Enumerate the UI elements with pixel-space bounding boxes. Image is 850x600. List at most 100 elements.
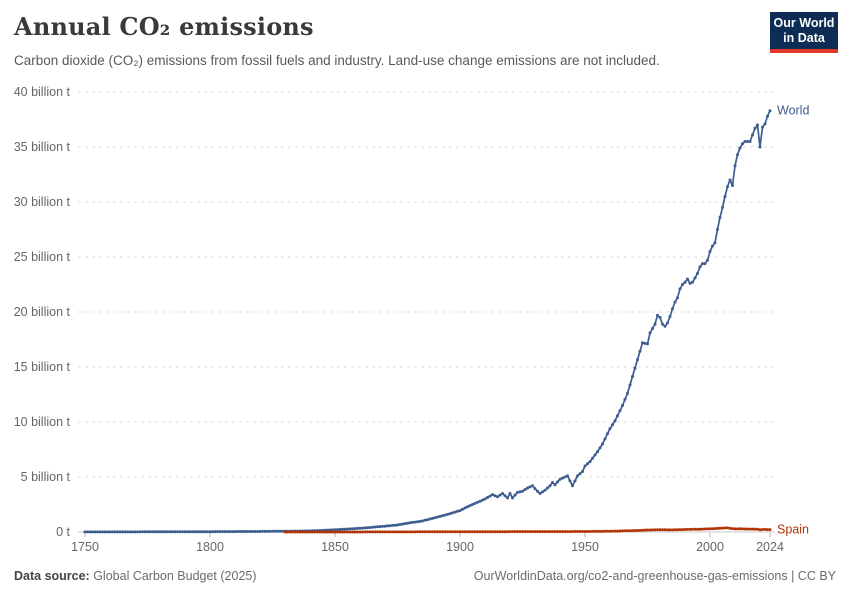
data-point-marker xyxy=(583,530,587,533)
data-point-marker xyxy=(576,474,579,478)
data-point-marker xyxy=(656,313,659,317)
x-tick-label: 1750 xyxy=(71,540,99,554)
chart-subtitle: Carbon dioxide (CO₂) emissions from foss… xyxy=(14,53,660,68)
x-tick-label: 1800 xyxy=(196,540,224,554)
data-point-marker xyxy=(746,140,749,143)
data-point-marker xyxy=(581,530,584,533)
data-point-marker xyxy=(433,530,437,534)
data-point-marker xyxy=(396,523,399,527)
data-point-marker xyxy=(238,530,242,533)
spain-series-label[interactable]: Spain xyxy=(777,523,809,537)
data-point-marker xyxy=(698,527,702,531)
data-point-marker xyxy=(628,383,632,387)
data-point-marker xyxy=(661,528,664,532)
data-point-marker xyxy=(721,526,724,530)
data-point-marker xyxy=(411,530,414,534)
data-point-marker xyxy=(338,530,342,534)
data-point-marker xyxy=(343,530,347,534)
data-point-marker xyxy=(271,529,274,533)
data-point-marker xyxy=(721,206,724,209)
data-point-marker xyxy=(753,527,757,531)
data-point-marker xyxy=(726,526,729,530)
data-point-marker xyxy=(376,525,379,529)
data-point-marker xyxy=(303,530,307,534)
data-point-marker xyxy=(161,530,164,534)
data-point-marker xyxy=(413,530,417,534)
data-point-marker xyxy=(351,527,354,531)
data-point-marker xyxy=(503,530,507,534)
data-point-marker xyxy=(626,529,629,533)
data-point-marker xyxy=(236,530,239,533)
data-point-marker xyxy=(536,530,539,534)
data-point-marker xyxy=(111,530,114,534)
data-point-marker xyxy=(623,529,627,533)
data-point-marker xyxy=(761,528,764,531)
data-point-marker xyxy=(638,528,642,532)
data-point-marker xyxy=(571,530,574,533)
data-point-marker xyxy=(653,322,657,326)
data-point-marker xyxy=(163,530,167,534)
world-line-path[interactable] xyxy=(85,110,771,533)
data-point-marker xyxy=(516,530,519,534)
data-point-marker xyxy=(573,479,577,483)
data-point-marker xyxy=(606,529,609,533)
data-point-marker xyxy=(263,529,267,533)
data-point-marker xyxy=(311,530,314,534)
data-point-marker xyxy=(738,527,742,531)
data-point-marker xyxy=(531,530,534,534)
data-point-marker xyxy=(763,527,767,531)
owid-logo-line2: in Data xyxy=(783,31,825,45)
data-point-marker xyxy=(496,495,499,499)
data-point-marker xyxy=(436,530,439,534)
data-point-marker xyxy=(398,530,402,534)
data-point-marker xyxy=(706,527,709,531)
data-point-marker xyxy=(181,530,184,534)
data-point-marker xyxy=(636,529,639,532)
data-point-marker xyxy=(551,530,554,534)
data-point-marker xyxy=(646,342,649,346)
data-point-marker xyxy=(578,530,582,533)
data-point-marker xyxy=(723,526,727,530)
data-point-marker xyxy=(638,349,642,353)
credit-link[interactable]: OurWorldinData.org/co2-and-greenhouse-ga… xyxy=(473,569,836,583)
data-point-marker xyxy=(668,528,672,532)
world-series-label[interactable]: World xyxy=(777,104,809,118)
data-point-marker xyxy=(561,530,564,534)
data-point-marker xyxy=(626,391,629,395)
series-spain[interactable]: Spain xyxy=(283,523,810,537)
data-point-marker xyxy=(431,516,434,520)
data-point-marker xyxy=(361,526,364,530)
data-point-marker xyxy=(616,529,619,533)
data-point-marker xyxy=(703,527,707,531)
data-point-marker xyxy=(708,250,712,253)
data-point-marker xyxy=(301,530,304,534)
data-point-marker xyxy=(363,530,367,534)
x-tick-label: 1950 xyxy=(571,540,599,554)
data-point-marker xyxy=(261,529,264,533)
data-point-marker xyxy=(511,530,514,534)
data-point-marker xyxy=(556,530,559,534)
owid-logo[interactable]: Our World in Data xyxy=(770,12,838,53)
data-point-marker xyxy=(148,530,152,534)
data-point-marker xyxy=(506,496,509,500)
data-point-marker xyxy=(751,133,754,137)
data-point-marker xyxy=(686,277,689,281)
data-point-marker xyxy=(131,530,134,534)
data-point-marker xyxy=(553,483,557,487)
data-point-marker xyxy=(581,470,584,473)
x-tick-label: 1900 xyxy=(446,540,474,554)
data-point-marker xyxy=(216,530,219,534)
data-point-marker xyxy=(246,530,249,533)
data-point-marker xyxy=(278,529,282,533)
data-point-marker xyxy=(701,262,704,266)
data-point-marker xyxy=(406,530,409,534)
data-point-marker xyxy=(671,528,674,532)
data-point-marker xyxy=(156,530,159,534)
data-point-marker xyxy=(256,530,259,533)
data-point-marker xyxy=(176,530,179,534)
series-world[interactable]: World xyxy=(83,104,810,534)
data-point-marker xyxy=(566,474,569,478)
data-point-marker xyxy=(516,490,519,494)
data-point-marker xyxy=(541,490,544,494)
